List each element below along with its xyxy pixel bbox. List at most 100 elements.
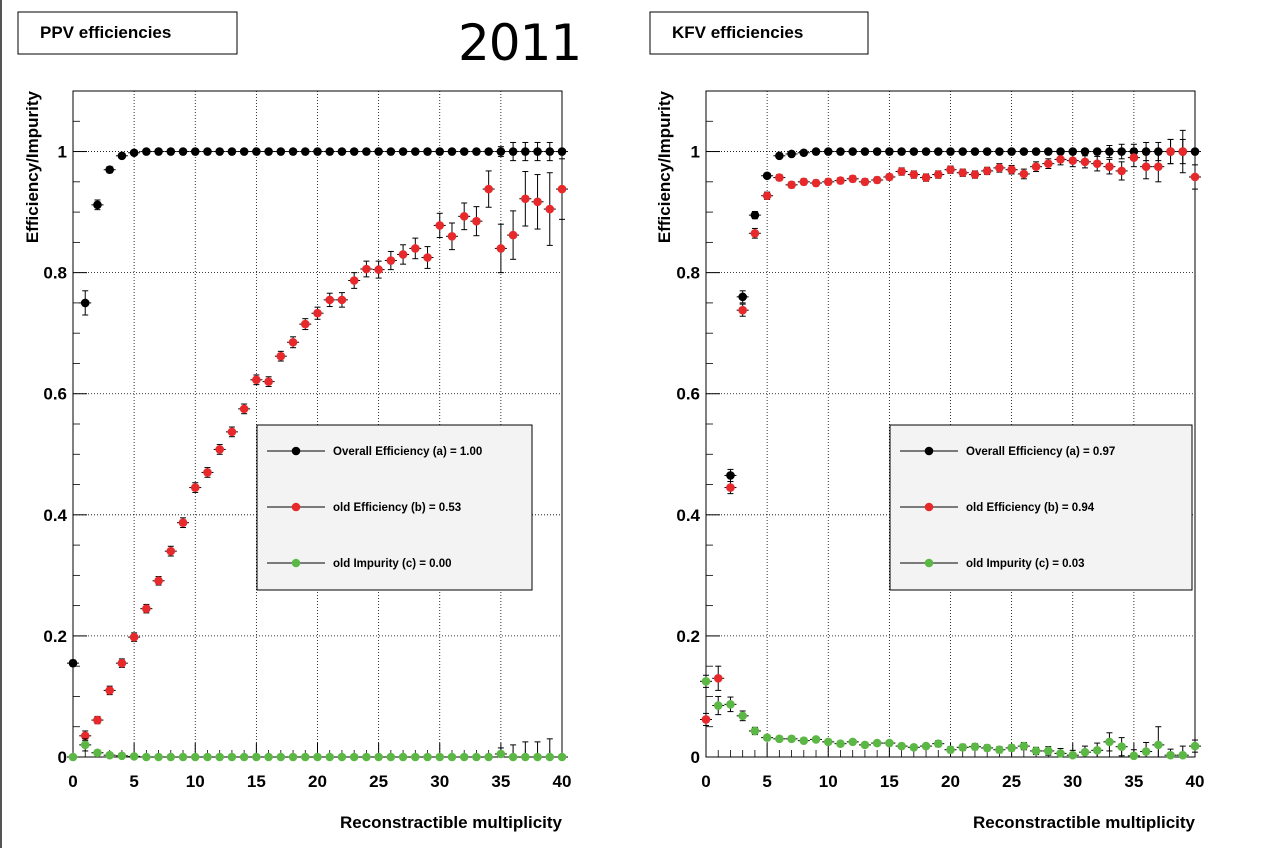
- data-point: [970, 147, 980, 156]
- data-point: [239, 147, 249, 156]
- data-point: [750, 228, 760, 238]
- data-point: [521, 147, 530, 156]
- chart-title: PPV efficiencies: [40, 23, 171, 42]
- chart-1: PPV efficiencies 0 5 10 15 20 25 30 35 40 0 0.2 0.4 0…: [17, 11, 572, 832]
- data-point: [545, 752, 555, 762]
- data-point: [190, 483, 200, 492]
- data-point: [349, 276, 359, 285]
- legend-marker: [291, 502, 301, 512]
- x-tick-label: 40: [553, 772, 572, 791]
- data-point: [848, 147, 857, 156]
- data-point: [1044, 147, 1053, 156]
- data-point: [80, 731, 90, 741]
- data-point: [313, 308, 322, 318]
- data-point: [264, 147, 273, 156]
- x-tick-label: 35: [1124, 772, 1143, 791]
- data-point: [459, 752, 469, 762]
- legend-entry: Overall Efficiency (a) = 1.00: [333, 446, 482, 458]
- data-point: [105, 686, 114, 695]
- data-point: [872, 147, 882, 156]
- data-point: [1080, 147, 1090, 156]
- x-tick-label: 40: [1186, 772, 1205, 791]
- data-point: [349, 147, 359, 156]
- data-point: [545, 204, 555, 214]
- data-point: [435, 147, 445, 156]
- data-point: [933, 739, 943, 748]
- data-point: [1105, 162, 1114, 171]
- series-1: [724, 138, 1201, 483]
- data-point: [117, 751, 127, 761]
- chart-2: KFV efficiencies 0 5 10 15 20 25 30 35 40 0 0.2 0.4 0…: [649, 11, 1205, 832]
- data-point: [423, 147, 432, 156]
- data-point: [154, 576, 163, 586]
- legend-marker: [924, 502, 934, 512]
- x-tick-label: 20: [941, 772, 960, 791]
- chart-title: KFV efficiencies: [672, 23, 803, 42]
- legend-entry: old Efficiency (b) = 0.53: [333, 502, 461, 514]
- y-tick-label: 0.2: [676, 627, 700, 646]
- chart-title-box: [17, 11, 238, 55]
- data-point: [496, 244, 506, 253]
- y-tick-label: 0.2: [43, 627, 67, 646]
- data-point: [68, 658, 78, 668]
- data-point: [885, 172, 894, 182]
- data-point: [787, 149, 796, 159]
- page-title: 2011: [458, 14, 582, 72]
- data-point: [909, 147, 919, 156]
- data-point: [1019, 741, 1029, 751]
- data-point: [823, 737, 833, 747]
- data-point: [1068, 156, 1078, 165]
- data-point: [435, 752, 445, 762]
- series-2: [700, 129, 1201, 727]
- data-point: [459, 147, 469, 156]
- data-point: [946, 165, 955, 175]
- data-point: [398, 752, 408, 762]
- data-point: [447, 752, 457, 762]
- data-point: [713, 701, 723, 710]
- data-point: [958, 147, 968, 156]
- data-point: [933, 170, 943, 179]
- data-point: [325, 147, 335, 156]
- data-point: [129, 752, 139, 761]
- x-axis-label: Reconstractible multiplicity: [973, 813, 1196, 832]
- data-point: [374, 147, 383, 156]
- data-point: [337, 147, 347, 156]
- data-point: [129, 148, 139, 158]
- x-tick-label: 10: [819, 772, 838, 791]
- data-point: [811, 735, 821, 744]
- data-point: [1141, 147, 1151, 156]
- data-point: [435, 221, 445, 230]
- data-point: [1117, 147, 1126, 156]
- data-point: [787, 180, 796, 190]
- data-point: [325, 752, 335, 762]
- data-point: [1141, 162, 1151, 171]
- data-point: [386, 256, 396, 265]
- data-point: [362, 752, 371, 762]
- data-point: [239, 752, 249, 762]
- data-point: [423, 752, 432, 762]
- data-point: [1031, 147, 1041, 156]
- data-point: [726, 700, 735, 709]
- data-point: [264, 752, 273, 762]
- data-point: [166, 752, 176, 762]
- data-point: [1068, 750, 1078, 760]
- data-point: [227, 147, 237, 156]
- data-point: [276, 752, 286, 762]
- data-point: [970, 742, 980, 752]
- y-tick-label: 1: [691, 143, 700, 162]
- data-point: [105, 750, 114, 760]
- data-point: [178, 752, 188, 762]
- data-point: [129, 632, 139, 642]
- data-point: [836, 739, 845, 748]
- data-point: [799, 148, 809, 158]
- data-point: [398, 147, 408, 156]
- series-3: [67, 738, 568, 762]
- x-tick-label: 15: [880, 772, 899, 791]
- data-point: [982, 166, 992, 176]
- legend-entry: Overall Efficiency (a) = 0.97: [966, 446, 1115, 458]
- y-tick-label: 1: [58, 143, 67, 162]
- data-point: [701, 715, 711, 724]
- data-point: [142, 604, 151, 613]
- data-point: [848, 174, 857, 184]
- data-point: [872, 175, 882, 185]
